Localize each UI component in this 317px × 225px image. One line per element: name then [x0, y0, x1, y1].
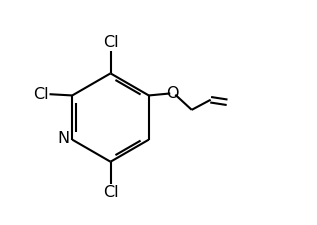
- Text: Cl: Cl: [103, 185, 118, 200]
- Text: Cl: Cl: [103, 35, 118, 50]
- Text: Cl: Cl: [33, 87, 49, 102]
- Text: N: N: [57, 131, 69, 146]
- Text: O: O: [166, 86, 179, 101]
